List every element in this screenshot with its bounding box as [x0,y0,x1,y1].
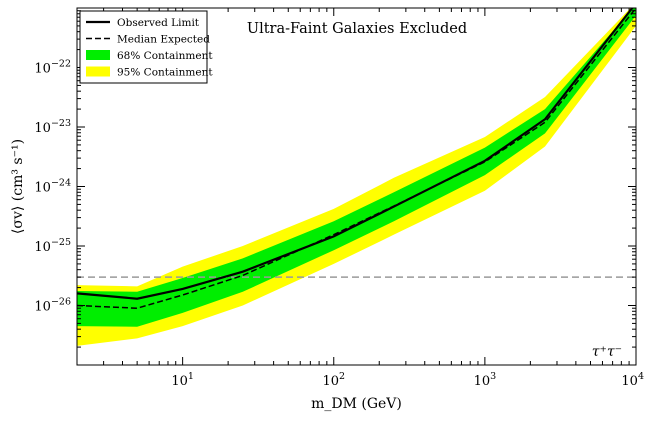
legend-swatch-68-containment [86,50,110,60]
legend-label-95-containment: 95% Containment [117,67,213,79]
chart-title: Ultra-Faint Galaxies Excluded [247,21,467,37]
legend-label-median-expected: Median Expected [117,34,210,46]
observed-limit-line [77,8,634,300]
y-tick-label: 10−22 [34,59,71,77]
y-tick-label: 10−26 [34,297,71,315]
x-tick-label: 101 [171,371,194,389]
legend: Observed Limit Median Expected 68% Contain… [79,10,213,84]
x-tick-label: 102 [322,371,345,389]
y-tick-label: 10−24 [34,178,71,196]
y-axis-label: ⟨σv⟩ (cm³ s⁻¹) [10,139,26,234]
band-68-containment [77,8,636,327]
x-tick-label: 103 [474,371,497,389]
legend-swatch-95-containment [86,66,110,77]
y-tick-label: 10−23 [34,118,71,136]
channel-annotation: τ⁺τ⁻ [592,344,622,360]
series-lines [77,8,636,309]
legend-label-68-containment: 68% Containment [117,50,213,62]
band-95-containment [77,8,636,346]
containment-bands [77,8,636,346]
x-axis-label: m_DM (GeV) [311,396,402,412]
legend-label-observed-limit: Observed Limit [117,17,200,29]
x-tick-label: 104 [621,371,644,389]
y-tick-label: 10−25 [34,237,71,255]
median-expected-line [77,8,636,309]
